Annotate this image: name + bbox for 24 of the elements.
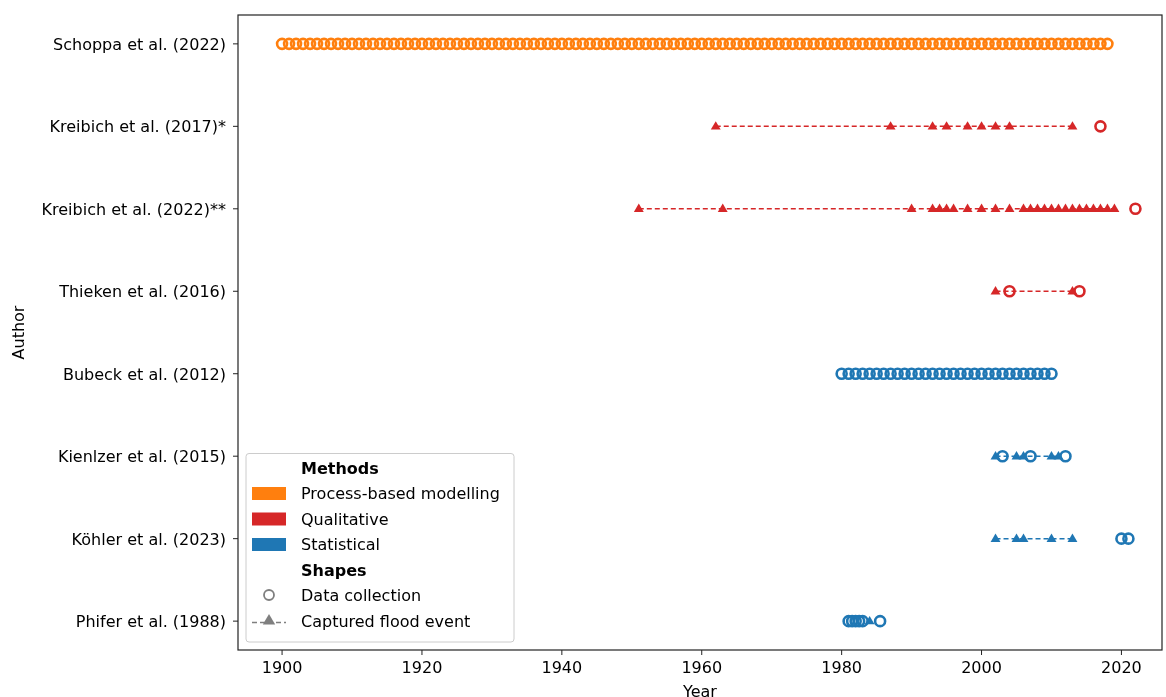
legend-label: Qualitative bbox=[301, 509, 389, 529]
y-tick-label: Bubeck et al. (2012) bbox=[62, 364, 226, 384]
x-tick-label: 1980 bbox=[821, 658, 862, 677]
annotation: Data collection bbox=[301, 586, 422, 605]
legend-title: Methods bbox=[301, 458, 379, 478]
x-tick-label: 2000 bbox=[961, 658, 1002, 677]
y-tick-label: Kreibich et al. (2017)* bbox=[49, 117, 226, 137]
y-tick-label: Köhler et al. (2023) bbox=[71, 529, 226, 549]
x-tick-label: 2020 bbox=[1101, 658, 1142, 677]
y-tick-label: Thieken et al. (2016) bbox=[58, 282, 226, 302]
x-tick-label: 1900 bbox=[261, 658, 303, 677]
y-tick-label: Kreibich et al. (2022)** bbox=[41, 199, 226, 219]
legend-label: Statistical bbox=[301, 535, 381, 554]
x-tick-label: 1920 bbox=[401, 658, 443, 677]
y-tick-label: Phifer et al. (1988) bbox=[75, 612, 226, 632]
y-tick-label: Kienlzer et al. (2015) bbox=[57, 447, 226, 467]
annotation: Captured flood event bbox=[301, 611, 471, 631]
x-axis-title: Year bbox=[682, 682, 718, 697]
x-tick-label: 1940 bbox=[541, 658, 583, 677]
legend-label: Process-based modelling bbox=[301, 484, 500, 503]
x-tick-label: 1960 bbox=[681, 658, 723, 677]
annotation: Shapes bbox=[301, 560, 367, 580]
y-axis-title: Author bbox=[9, 305, 28, 360]
y-tick-label: Schoppa et al. (2022) bbox=[53, 34, 226, 54]
